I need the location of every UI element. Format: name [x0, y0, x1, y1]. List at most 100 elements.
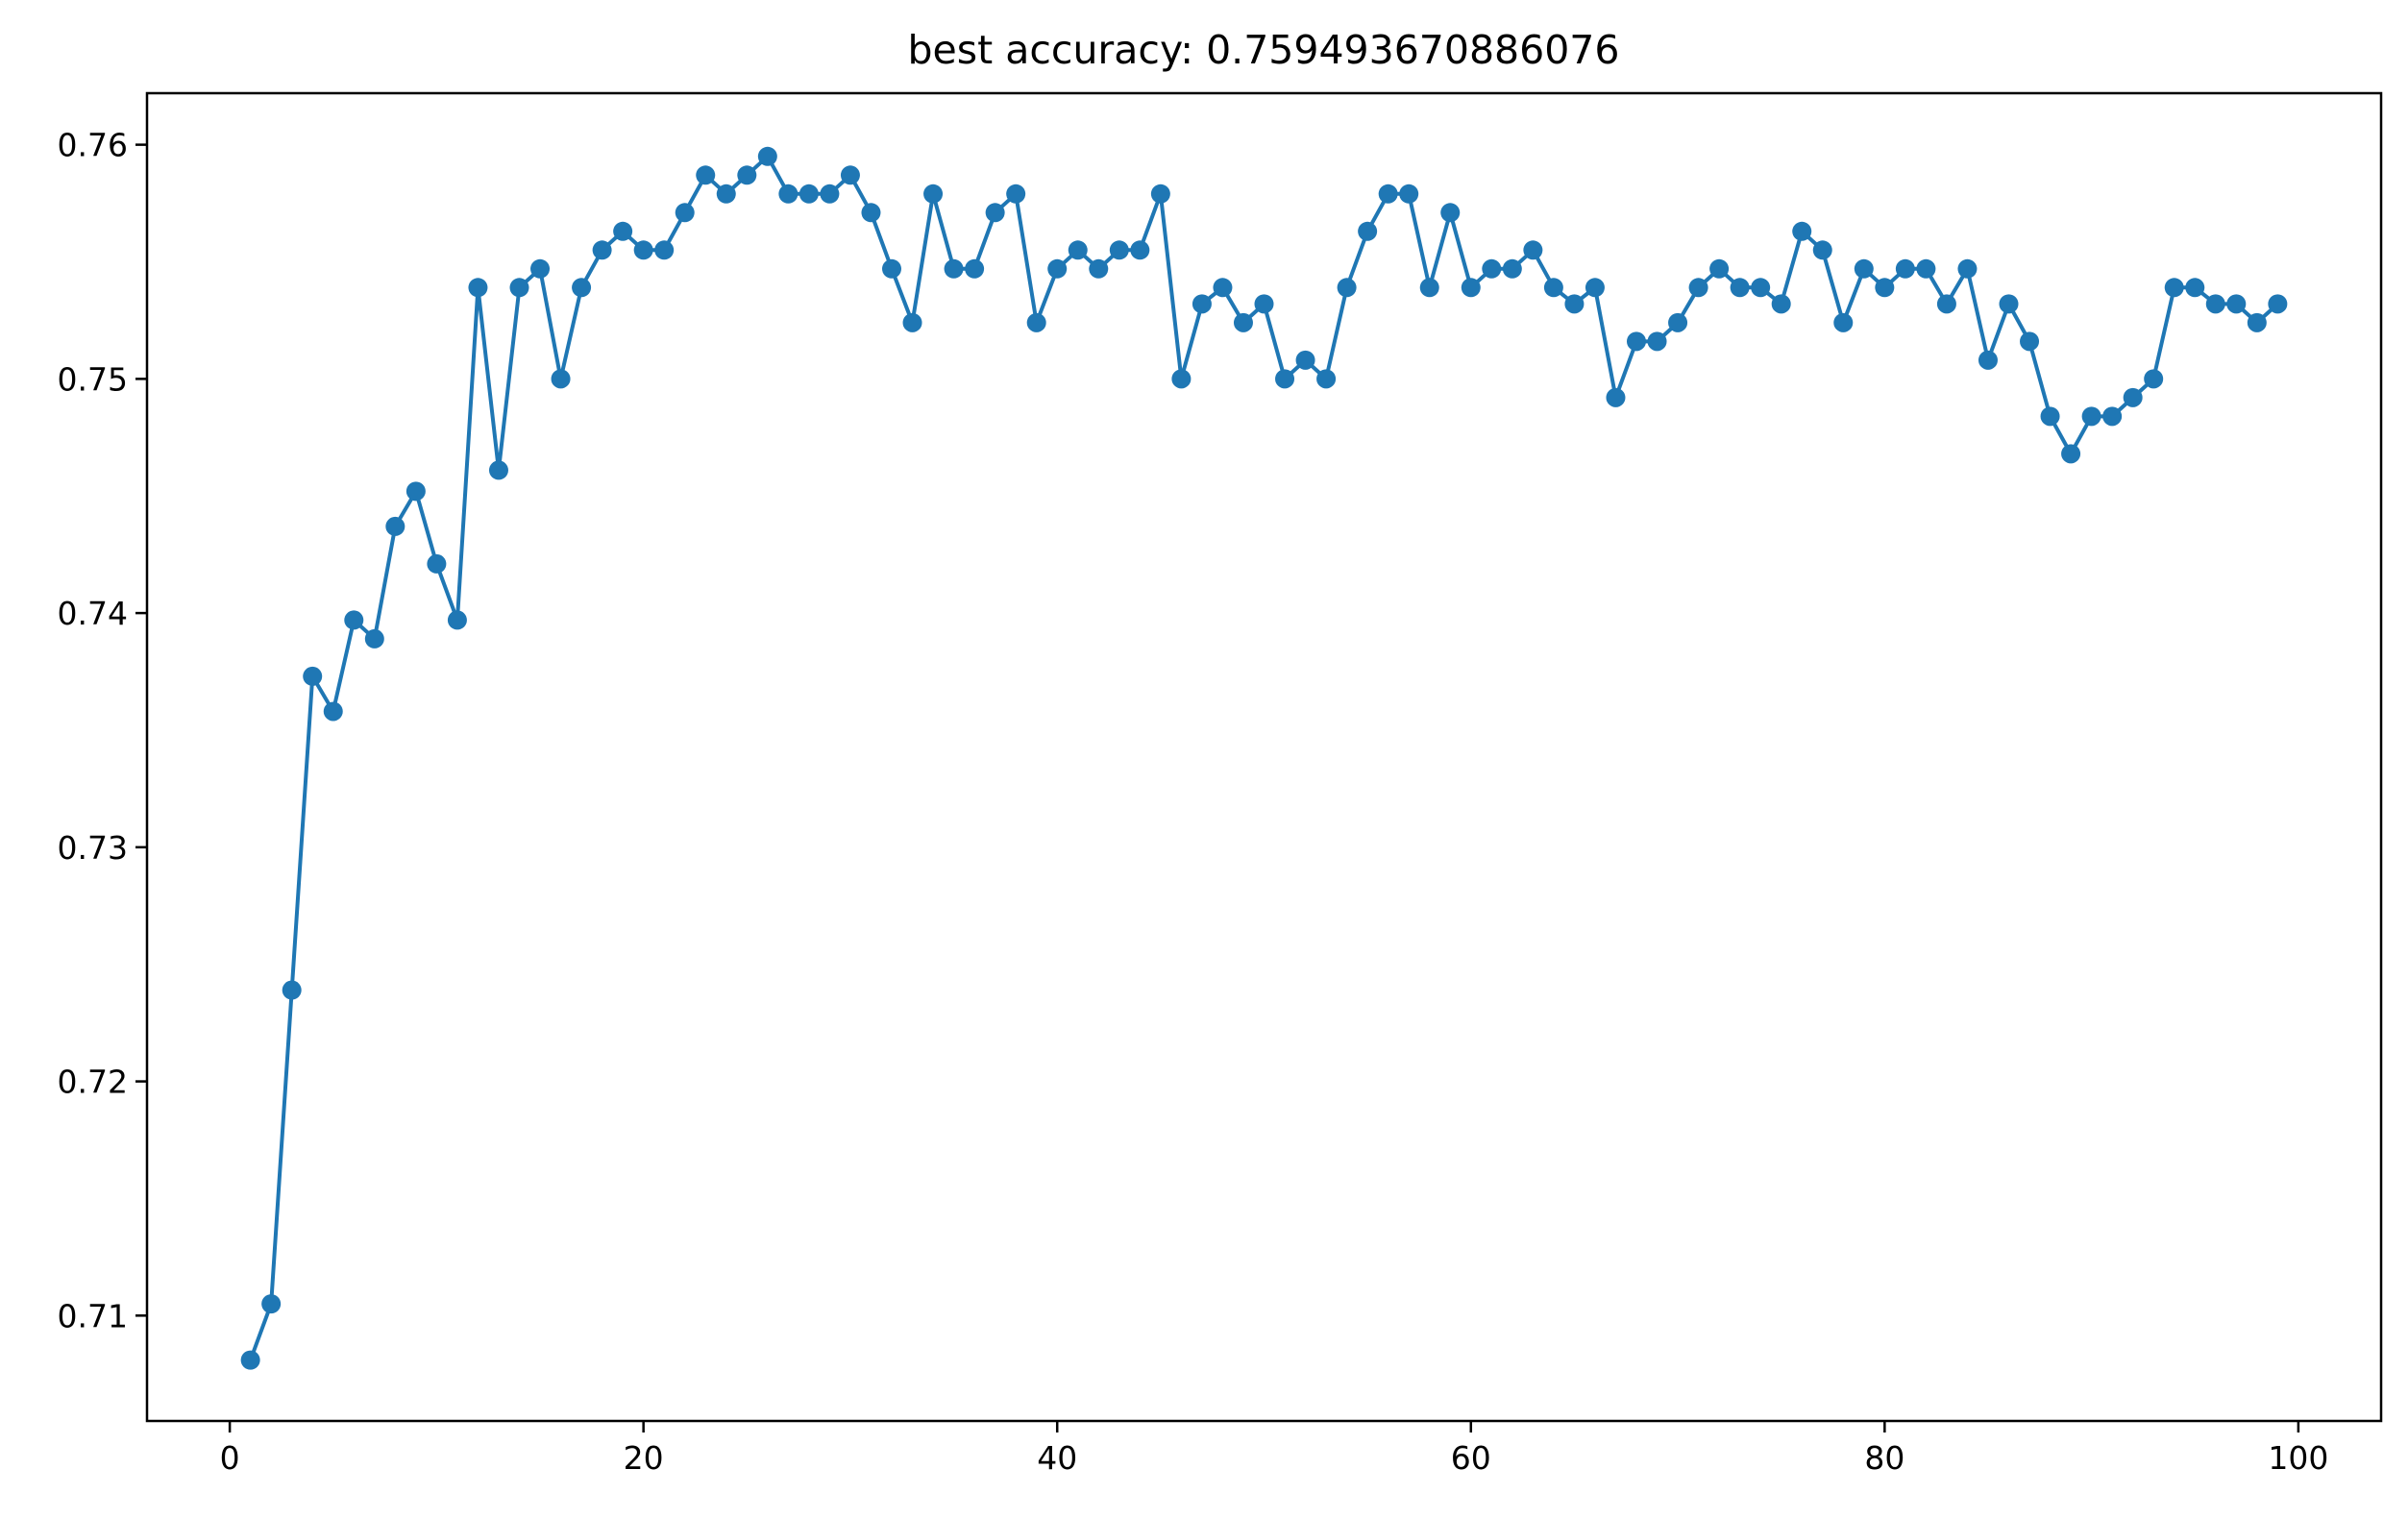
data-point	[1647, 331, 1667, 352]
data-point	[2020, 331, 2040, 352]
data-point	[2185, 278, 2205, 298]
data-point	[902, 312, 922, 332]
data-point	[613, 221, 633, 241]
data-point	[1358, 221, 1378, 241]
data-point	[2144, 369, 2164, 389]
data-point	[654, 240, 675, 260]
data-point	[737, 165, 757, 185]
data-point	[1606, 387, 1626, 407]
data-point	[861, 203, 881, 223]
data-point	[551, 369, 571, 389]
data-point	[2123, 387, 2143, 407]
data-point	[1213, 278, 1233, 298]
data-point	[675, 203, 695, 223]
data-point	[1792, 221, 1812, 241]
data-point	[965, 258, 985, 279]
data-point	[468, 278, 488, 298]
data-point	[1109, 240, 1129, 260]
data-point	[923, 184, 944, 204]
data-point	[1564, 294, 1585, 314]
data-point	[1089, 258, 1109, 279]
data-point	[1895, 258, 1915, 279]
chart-title: best accuracy: 0.759493670886076	[908, 27, 1620, 73]
data-point	[1171, 369, 1192, 389]
x-tick-label: 80	[1864, 1439, 1904, 1477]
data-point	[1150, 184, 1170, 204]
data-point	[323, 701, 343, 722]
data-point	[1688, 278, 1708, 298]
data-point	[1419, 278, 1439, 298]
data-point	[240, 1350, 260, 1370]
data-point	[716, 184, 736, 204]
axis-ticks: 0 20 40 60 80 100 0.71 0.72 0.73 0.74 0.75 0.76	[58, 127, 2329, 1477]
data-point	[2081, 406, 2101, 427]
data-point	[1523, 240, 1543, 260]
data-point	[1026, 312, 1046, 332]
data-point	[1854, 258, 1874, 279]
data-point	[1130, 240, 1150, 260]
data-point	[1812, 240, 1832, 260]
x-tick-label: 20	[624, 1439, 664, 1477]
data-point	[344, 610, 364, 630]
data-point	[2102, 406, 2123, 427]
data-point	[530, 258, 551, 279]
data-point	[2226, 294, 2247, 314]
data-point	[1668, 312, 1688, 332]
data-point	[385, 516, 405, 536]
data-point	[1585, 278, 1605, 298]
data-point	[1006, 184, 1026, 204]
data-point	[572, 278, 592, 298]
data-point	[447, 610, 467, 630]
data-point	[1295, 350, 1315, 370]
x-tick-label: 100	[2268, 1439, 2328, 1477]
data-point	[2164, 278, 2184, 298]
data-point	[840, 165, 860, 185]
data-point	[1627, 331, 1646, 352]
y-tick-label: 0.71	[58, 1297, 128, 1334]
data-point	[1709, 258, 1730, 279]
data-point	[1399, 184, 1419, 204]
data-point	[405, 481, 426, 502]
data-point	[882, 258, 901, 279]
data-point	[799, 184, 819, 204]
data-point	[2247, 312, 2267, 332]
data-point	[1978, 350, 1998, 370]
data-point	[509, 278, 529, 298]
data-point	[1047, 258, 1068, 279]
y-tick-label: 0.73	[58, 829, 128, 867]
data-point	[364, 628, 384, 649]
data-point	[282, 980, 302, 1000]
data-point	[820, 184, 840, 204]
data-point	[1316, 369, 1337, 389]
data-point	[1337, 278, 1357, 298]
data-point	[1502, 258, 1522, 279]
data-point	[1936, 294, 1956, 314]
data-point	[427, 553, 447, 574]
x-tick-label: 0	[220, 1439, 240, 1477]
y-tick-label: 0.76	[58, 127, 128, 164]
data-point	[1751, 278, 1771, 298]
x-tick-label: 60	[1451, 1439, 1491, 1477]
data-point	[1543, 278, 1563, 298]
y-tick-label: 0.74	[58, 595, 128, 632]
data-point	[488, 460, 508, 480]
y-tick-label: 0.72	[58, 1064, 128, 1101]
data-point	[261, 1294, 282, 1314]
data-point	[2268, 294, 2288, 314]
data-point	[1068, 240, 1088, 260]
data-point	[592, 240, 612, 260]
data-point	[1482, 258, 1502, 279]
plot-frame	[145, 91, 2383, 1423]
data-point	[1999, 294, 2019, 314]
data-point	[1254, 294, 1274, 314]
data-point	[1233, 312, 1253, 332]
data-point	[303, 666, 323, 686]
data-point	[2061, 444, 2081, 464]
data-point	[2040, 406, 2060, 427]
data-point	[1916, 258, 1936, 279]
data-point	[985, 203, 1005, 223]
data-point	[1833, 312, 1854, 332]
data-point	[1771, 294, 1791, 314]
